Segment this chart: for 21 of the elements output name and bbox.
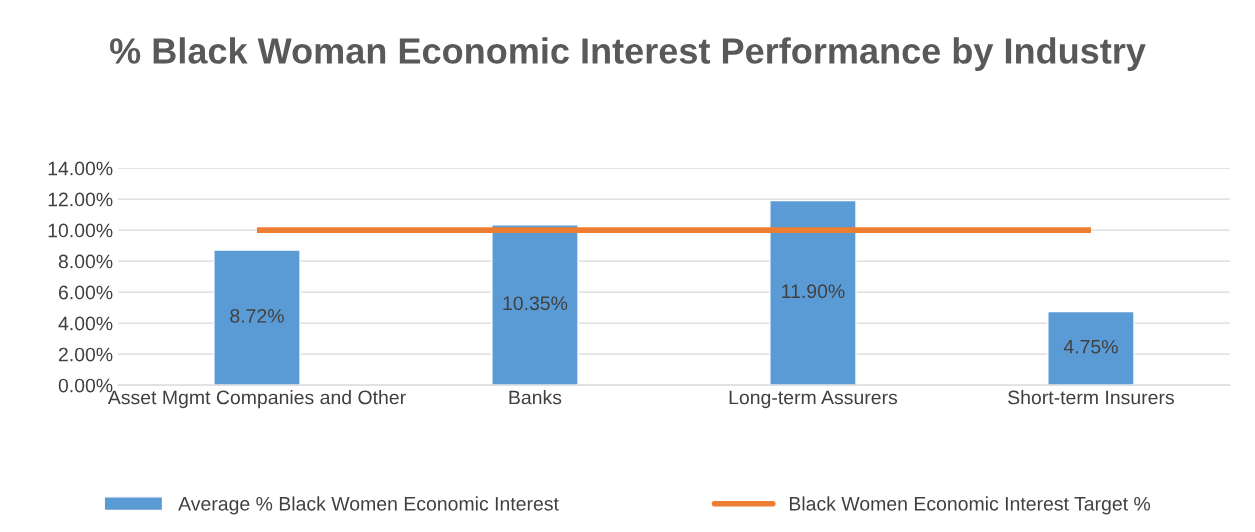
y-tick-label: 12.00% bbox=[48, 192, 113, 207]
y-tick-label: 10.00% bbox=[48, 223, 113, 238]
data-label: 10.35% bbox=[503, 296, 568, 311]
chart-title: % Black Woman Economic Interest Performance by Industry bbox=[110, 37, 1146, 71]
data-label: 4.75% bbox=[1063, 339, 1118, 354]
legend-label: Black Women Economic Interest Target % bbox=[789, 496, 1151, 515]
x-tick-label: Short-term Insurers bbox=[1008, 390, 1174, 405]
y-tick-label: 4.00% bbox=[58, 316, 113, 331]
y-tick-label: 8.00% bbox=[58, 254, 113, 269]
bar bbox=[491, 224, 579, 386]
bar bbox=[213, 249, 301, 386]
bar bbox=[1047, 310, 1135, 386]
x-tick-label: Long-term Assurers bbox=[729, 390, 898, 409]
bar bbox=[769, 199, 857, 386]
data-label: 11.90% bbox=[782, 284, 845, 299]
y-tick-label: 14.00% bbox=[48, 161, 113, 176]
legend-label: Average % Black Women Economic Interest bbox=[178, 496, 559, 515]
data-label: 8.72% bbox=[230, 309, 284, 323]
y-tick-label: 6.00% bbox=[58, 285, 113, 300]
y-tick-label: 2.00% bbox=[58, 347, 113, 362]
x-tick-label: Banks bbox=[509, 390, 562, 405]
